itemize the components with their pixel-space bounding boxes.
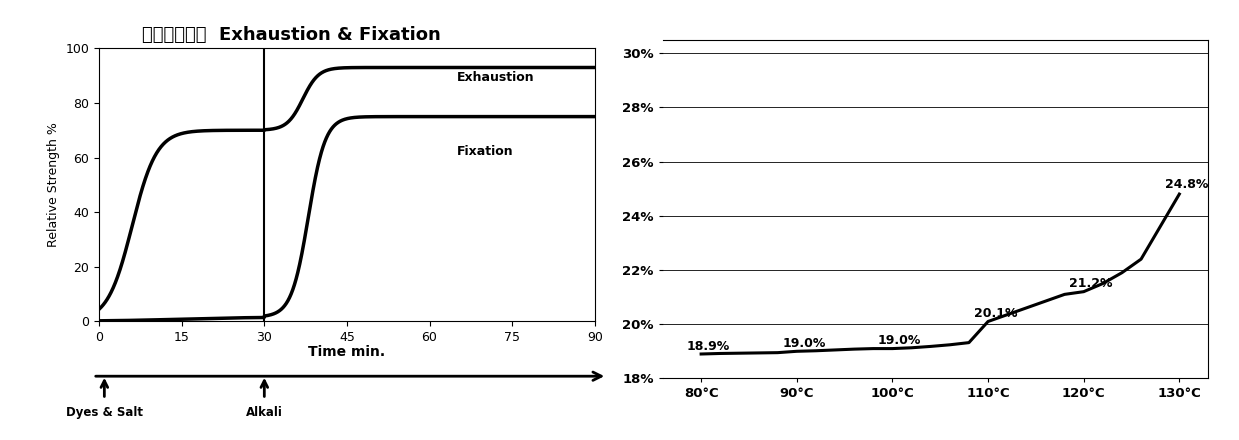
Text: 19.0%: 19.0% — [782, 337, 825, 350]
Y-axis label: Relative Strength %: Relative Strength % — [47, 122, 59, 247]
Text: 21.2%: 21.2% — [1069, 277, 1113, 290]
Text: 18.9%: 18.9% — [686, 340, 730, 352]
Text: Dyes & Salt: Dyes & Salt — [66, 406, 142, 419]
Text: Alkali: Alkali — [245, 406, 282, 419]
Text: 24.8%: 24.8% — [1165, 178, 1208, 191]
Text: 19.0%: 19.0% — [878, 334, 922, 347]
Text: Exhaustion: Exhaustion — [457, 71, 535, 84]
Text: 20.1%: 20.1% — [974, 307, 1017, 320]
Text: Fixation: Fixation — [457, 145, 514, 158]
Text: Time min.: Time min. — [309, 345, 385, 359]
Text: 吸盡固著曲線  Exhaustion & Fixation: 吸盡固著曲線 Exhaustion & Fixation — [141, 26, 441, 44]
